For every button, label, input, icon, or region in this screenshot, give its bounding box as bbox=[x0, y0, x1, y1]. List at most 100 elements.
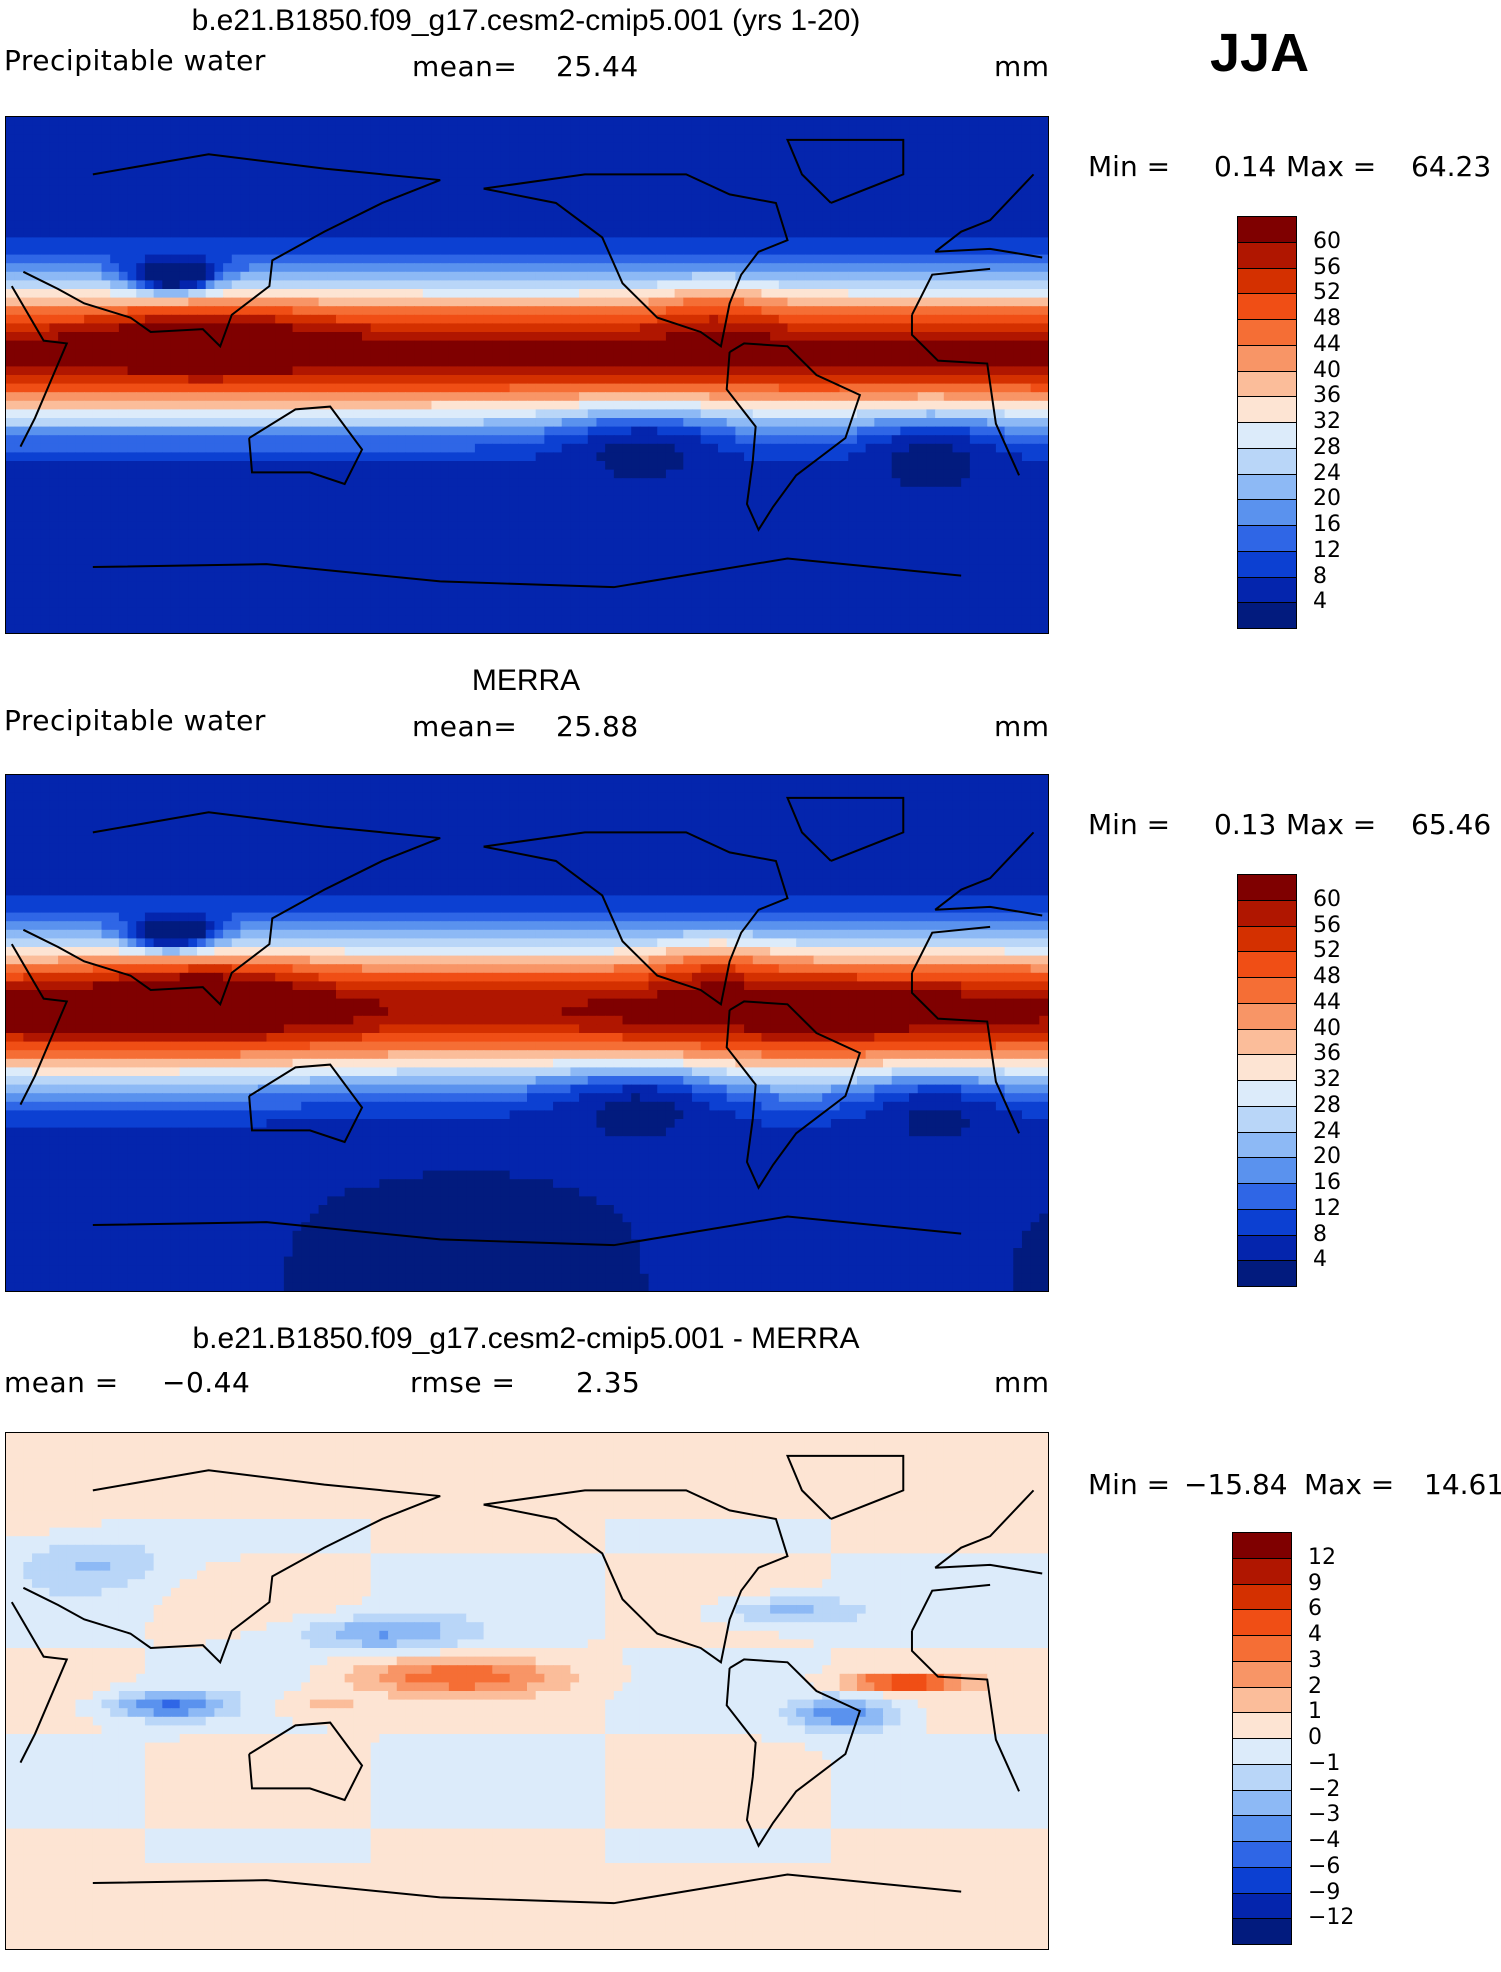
field-cell bbox=[613, 426, 624, 436]
field-cell bbox=[917, 220, 928, 230]
field-cell bbox=[422, 228, 433, 238]
field-cell bbox=[6, 134, 16, 144]
field-cell bbox=[162, 297, 172, 307]
field-cell bbox=[309, 409, 320, 419]
field-cell bbox=[926, 392, 936, 402]
field-cell bbox=[691, 134, 702, 144]
field-cell bbox=[327, 211, 337, 221]
field-cell bbox=[283, 125, 294, 135]
field-cell bbox=[197, 246, 207, 256]
field-cell bbox=[144, 271, 155, 281]
map-canvas bbox=[6, 117, 1048, 633]
field-cell bbox=[943, 357, 954, 367]
field-cell bbox=[605, 237, 615, 247]
field-cell bbox=[249, 418, 259, 428]
field-cell bbox=[127, 392, 137, 402]
field-cell bbox=[735, 366, 745, 376]
field-cell bbox=[744, 289, 754, 299]
field-cell bbox=[700, 194, 710, 204]
field-cell bbox=[309, 306, 320, 316]
field-cell bbox=[483, 306, 493, 316]
field-cell bbox=[622, 340, 632, 350]
field-cell bbox=[84, 392, 94, 402]
field-cell bbox=[917, 203, 928, 213]
field-cell bbox=[735, 254, 745, 264]
field-cell bbox=[283, 357, 294, 367]
field-cell bbox=[796, 228, 806, 238]
field-cell bbox=[718, 306, 728, 316]
field-cell bbox=[144, 280, 155, 290]
field-cell bbox=[778, 314, 789, 324]
field-cell bbox=[961, 194, 971, 204]
field-cell bbox=[179, 220, 189, 230]
field-cell bbox=[596, 160, 606, 170]
field-cell bbox=[14, 409, 24, 419]
field-cell bbox=[839, 426, 849, 436]
field-cell bbox=[683, 151, 693, 161]
field-cell bbox=[674, 289, 684, 299]
field-cell bbox=[179, 452, 189, 462]
field-cell bbox=[40, 117, 51, 127]
field-cell bbox=[883, 375, 893, 385]
field-cell bbox=[987, 168, 997, 178]
field-cell bbox=[700, 220, 710, 230]
field-cell bbox=[110, 203, 120, 213]
field-cell bbox=[344, 142, 354, 152]
field-cell bbox=[405, 134, 415, 144]
field-cell bbox=[648, 357, 658, 367]
field-cell bbox=[388, 220, 398, 230]
field-cell bbox=[587, 125, 598, 135]
field-cell bbox=[318, 452, 328, 462]
field-cell bbox=[622, 117, 632, 127]
field-cell bbox=[362, 357, 372, 367]
field-cell bbox=[188, 435, 198, 445]
field-cell bbox=[804, 134, 815, 144]
field-cell bbox=[301, 375, 311, 385]
field-cell bbox=[110, 383, 120, 393]
field-cell bbox=[405, 461, 415, 471]
field-cell bbox=[657, 142, 667, 152]
field-cell bbox=[587, 117, 598, 127]
field-cell bbox=[804, 443, 815, 453]
field-cell bbox=[14, 418, 24, 428]
field-cell bbox=[379, 237, 389, 247]
field-cell bbox=[978, 375, 988, 385]
field-cell bbox=[639, 349, 650, 359]
field-cell bbox=[344, 400, 354, 410]
field-cell bbox=[440, 469, 450, 479]
field-cell bbox=[466, 349, 476, 359]
field-cell bbox=[509, 332, 519, 342]
field-cell bbox=[770, 332, 780, 342]
field-cell bbox=[978, 289, 988, 299]
field-cell bbox=[474, 426, 485, 436]
field-cell bbox=[553, 400, 563, 410]
field-cell bbox=[49, 323, 59, 333]
field-cell bbox=[839, 211, 849, 221]
field-cell bbox=[822, 211, 832, 221]
field-cell bbox=[170, 246, 181, 256]
field-cell bbox=[1030, 263, 1040, 273]
field-cell bbox=[544, 263, 554, 273]
field-cell bbox=[518, 400, 528, 410]
field-cell bbox=[622, 418, 632, 428]
field-cell bbox=[84, 340, 94, 350]
field-cell bbox=[127, 168, 137, 178]
field-cell bbox=[596, 134, 606, 144]
field-cell bbox=[926, 246, 936, 256]
field-cell bbox=[188, 375, 198, 385]
field-cell bbox=[32, 289, 42, 299]
field-cell bbox=[153, 254, 163, 264]
field-cell bbox=[448, 220, 459, 230]
field-cell bbox=[553, 418, 563, 428]
field-cell bbox=[266, 134, 276, 144]
field-cell bbox=[292, 314, 302, 324]
field-cell bbox=[58, 443, 68, 453]
field-cell bbox=[292, 237, 302, 247]
field-cell bbox=[40, 160, 51, 170]
field-cell bbox=[553, 168, 563, 178]
field-cell bbox=[665, 340, 676, 350]
field-cell bbox=[388, 151, 398, 161]
field-cell bbox=[388, 409, 398, 419]
field-cell bbox=[14, 177, 24, 187]
field-cell bbox=[631, 392, 641, 402]
